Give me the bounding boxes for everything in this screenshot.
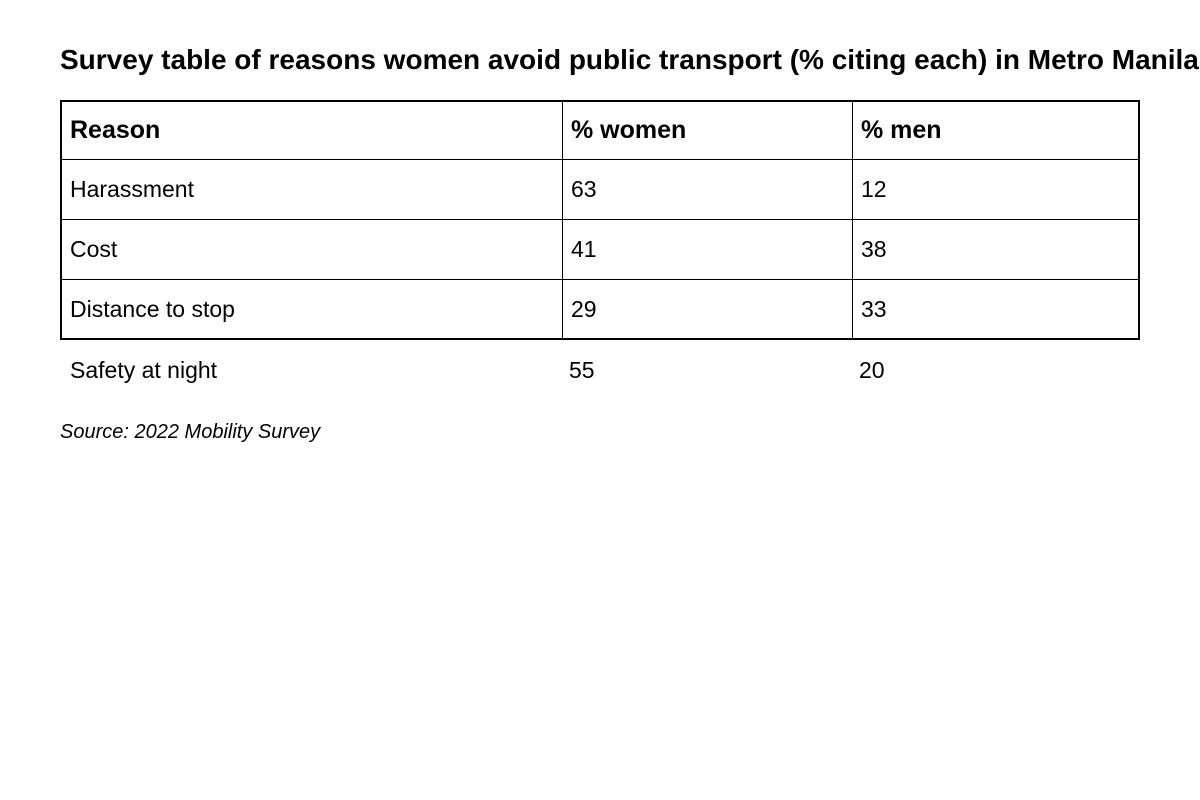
table-cell-reason: Cost xyxy=(70,236,118,262)
table-cell-men: 20 xyxy=(859,356,885,383)
header-cell-men: % men xyxy=(852,102,1142,159)
table-cell-men: 38 xyxy=(852,220,1142,279)
source-note: Source: 2022 Mobility Survey xyxy=(60,421,321,443)
chart-title: Survey table of reasons women avoid publ… xyxy=(60,44,1199,75)
table-row: Harassment 63 12 xyxy=(60,160,1140,220)
table-cell-reason: Distance to stop xyxy=(70,295,235,322)
table-cell-women: 29 xyxy=(562,280,852,338)
table-cell-men: 12 xyxy=(852,160,1142,219)
table-cell-women: 41 xyxy=(562,220,852,279)
table-cell-men: 33 xyxy=(852,280,1142,338)
table-cell-reason: Safety at night xyxy=(70,356,218,383)
header-cell-reason: Reason xyxy=(70,116,161,144)
table-cell-reason: Harassment xyxy=(70,176,194,202)
table-row: Distance to stop 29 33 xyxy=(60,280,1140,340)
table-cell-women: 63 xyxy=(562,160,852,219)
table-row: Cost 41 38 xyxy=(60,220,1140,280)
header-cell-women: % women xyxy=(562,102,852,159)
data-table: Reason % women % men Harassment 63 12 Co… xyxy=(60,100,1140,400)
table-cell-women: 55 xyxy=(569,356,595,383)
table-header-row: Reason % women % men xyxy=(60,100,1140,160)
table-row: Safety at night 55 20 xyxy=(60,340,1140,400)
